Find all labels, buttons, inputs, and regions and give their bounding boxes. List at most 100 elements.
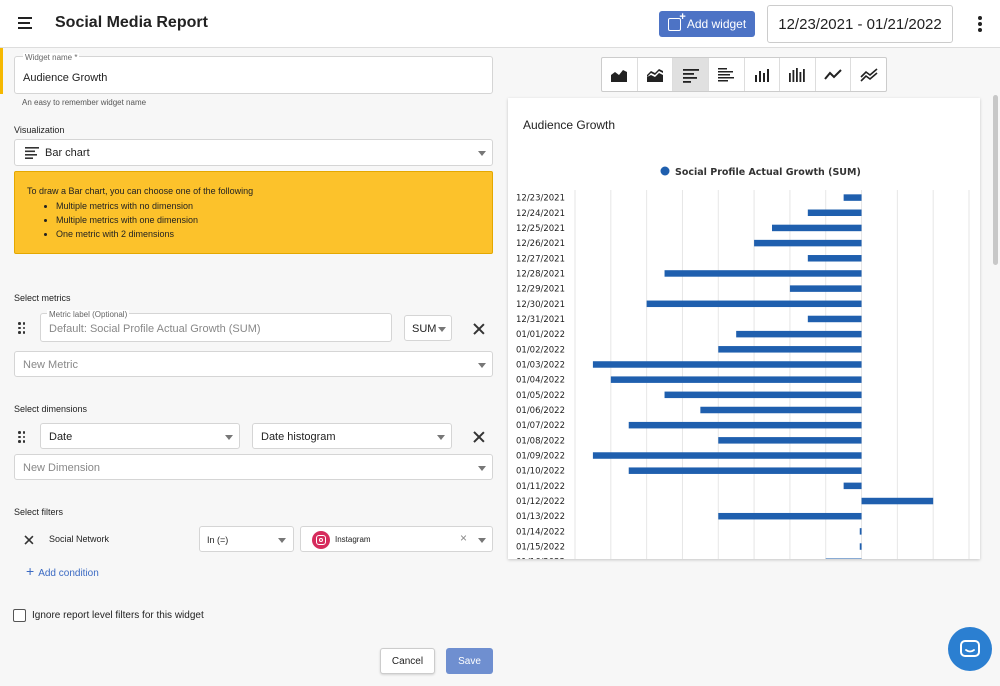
bar (718, 512, 862, 520)
filter-operator-select[interactable]: In (=) (199, 526, 294, 552)
y-tick-label: 12/30/2021 (516, 300, 565, 310)
date-range-picker[interactable]: 12/23/2021 - 01/21/2022 (767, 5, 953, 43)
chart-title: Audience Growth (523, 118, 616, 132)
y-tick-label: 01/10/2022 (516, 467, 565, 477)
bar (592, 361, 862, 368)
new-dimension-select[interactable]: New Dimension (14, 454, 493, 480)
bar (859, 543, 862, 550)
save-button[interactable]: Save (446, 648, 493, 674)
bar (825, 558, 862, 559)
multi-line-icon (860, 67, 878, 82)
aggregation-value: SUM (412, 323, 437, 335)
horizontal-bar-button[interactable] (673, 58, 709, 91)
chat-button[interactable] (948, 627, 992, 671)
filter-value-select[interactable]: Instagram × (300, 526, 493, 552)
widget-name-value: Audience Growth (23, 72, 108, 84)
bar (628, 467, 862, 474)
chevron-down-icon (478, 538, 486, 543)
vertical-bar-icon (754, 68, 769, 82)
dimension-value: Date (49, 431, 73, 443)
metric-label-field[interactable]: Metric label (Optional) Default: Social … (40, 310, 392, 342)
metric-label-placeholder: Default: Social Profile Actual Growth (S… (49, 323, 261, 335)
info-item: Multiple metrics with no dimension (56, 201, 480, 211)
new-metric-placeholder: New Metric (23, 359, 79, 371)
info-intro: To draw a Bar chart, you can choose one … (27, 186, 254, 196)
y-tick-label: 12/28/2021 (516, 269, 565, 279)
chevron-down-icon (225, 435, 233, 440)
dimension-type-select[interactable]: Date histogram (252, 423, 452, 449)
cancel-button[interactable]: Cancel (380, 648, 435, 674)
dimensions-title: Select dimensions (14, 404, 88, 414)
add-widget-button[interactable]: Add widget (659, 11, 755, 37)
bar (700, 406, 862, 414)
stacked-horizontal-bar-button[interactable] (709, 58, 745, 91)
bar (664, 270, 862, 277)
active-section-accent (0, 48, 3, 94)
widget-name-field[interactable]: Widget name * Audience Growth (14, 53, 493, 94)
filter-value-chip: Instagram (335, 535, 371, 544)
y-tick-label: 01/11/2022 (516, 482, 565, 492)
add-condition-label: Add condition (38, 568, 99, 579)
drag-handle-icon[interactable] (18, 431, 26, 443)
vertical-bar-button[interactable] (745, 58, 781, 91)
stacked-horizontal-bar-icon (718, 67, 735, 81)
clear-icon[interactable]: × (460, 531, 468, 545)
line-chart-button[interactable] (816, 58, 852, 91)
y-tick-label: 01/05/2022 (516, 391, 565, 401)
scrollbar[interactable] (993, 95, 998, 265)
chat-icon (960, 640, 980, 657)
chevron-down-icon (278, 538, 286, 543)
bar (772, 224, 862, 232)
bar (843, 194, 862, 201)
drag-handle-icon[interactable] (18, 322, 26, 334)
bar (736, 330, 862, 338)
hamburger-menu-icon[interactable] (18, 14, 40, 34)
bar (754, 239, 862, 247)
new-dimension-placeholder: New Dimension (23, 462, 101, 474)
bar (807, 209, 862, 217)
add-condition-button[interactable]: + Add condition (26, 563, 99, 579)
horizontal-bar-icon (25, 147, 39, 159)
plus-icon: + (26, 563, 35, 579)
legend-marker (660, 166, 670, 176)
ignore-filters-checkbox[interactable] (13, 609, 26, 622)
add-widget-label: Add widget (686, 17, 747, 31)
y-tick-label: 01/12/2022 (516, 497, 565, 507)
bar (610, 376, 862, 383)
y-tick-label: 12/26/2021 (516, 239, 565, 249)
bar (718, 346, 862, 353)
area-chart-button[interactable] (602, 58, 638, 91)
y-tick-label: 01/13/2022 (516, 512, 565, 522)
bar (592, 452, 862, 459)
bar (718, 437, 862, 444)
stacked-vertical-bar-button[interactable] (780, 58, 816, 91)
aggregation-select[interactable]: SUM (404, 315, 452, 341)
chevron-down-icon (478, 466, 486, 471)
chevron-down-icon (478, 363, 486, 368)
visualization-value: Bar chart (45, 147, 90, 159)
legend-label: Social Profile Actual Growth (SUM) (675, 167, 861, 178)
more-options-icon[interactable] (972, 14, 988, 34)
bar (646, 300, 862, 308)
new-metric-select[interactable]: New Metric (14, 351, 493, 377)
chart-card: Audience Growth −16−14−12−10−8−6−4−20246… (508, 98, 980, 559)
stacked-area-button[interactable] (638, 58, 674, 91)
metric-label-label: Metric label (Optional) (47, 310, 130, 319)
horizontal-bar-icon (682, 68, 699, 83)
bar (843, 482, 862, 490)
remove-metric-icon[interactable] (473, 323, 485, 335)
bar (628, 421, 862, 429)
y-tick-label: 01/03/2022 (516, 360, 565, 370)
visualization-select[interactable]: Bar chart (14, 139, 493, 166)
visualization-title: Visualization (14, 125, 65, 135)
filter-operator-value: In (=) (207, 535, 229, 545)
remove-dimension-icon[interactable] (473, 431, 485, 443)
y-tick-label: 12/24/2021 (516, 209, 565, 219)
remove-filter-icon[interactable] (24, 535, 34, 545)
y-tick-label: 01/04/2022 (516, 376, 565, 386)
widget-name-label: Widget name * (23, 53, 80, 62)
line-chart-icon (824, 68, 842, 80)
multi-line-button[interactable] (851, 58, 886, 91)
dimension-select[interactable]: Date (40, 423, 240, 449)
chevron-down-icon (437, 435, 445, 440)
